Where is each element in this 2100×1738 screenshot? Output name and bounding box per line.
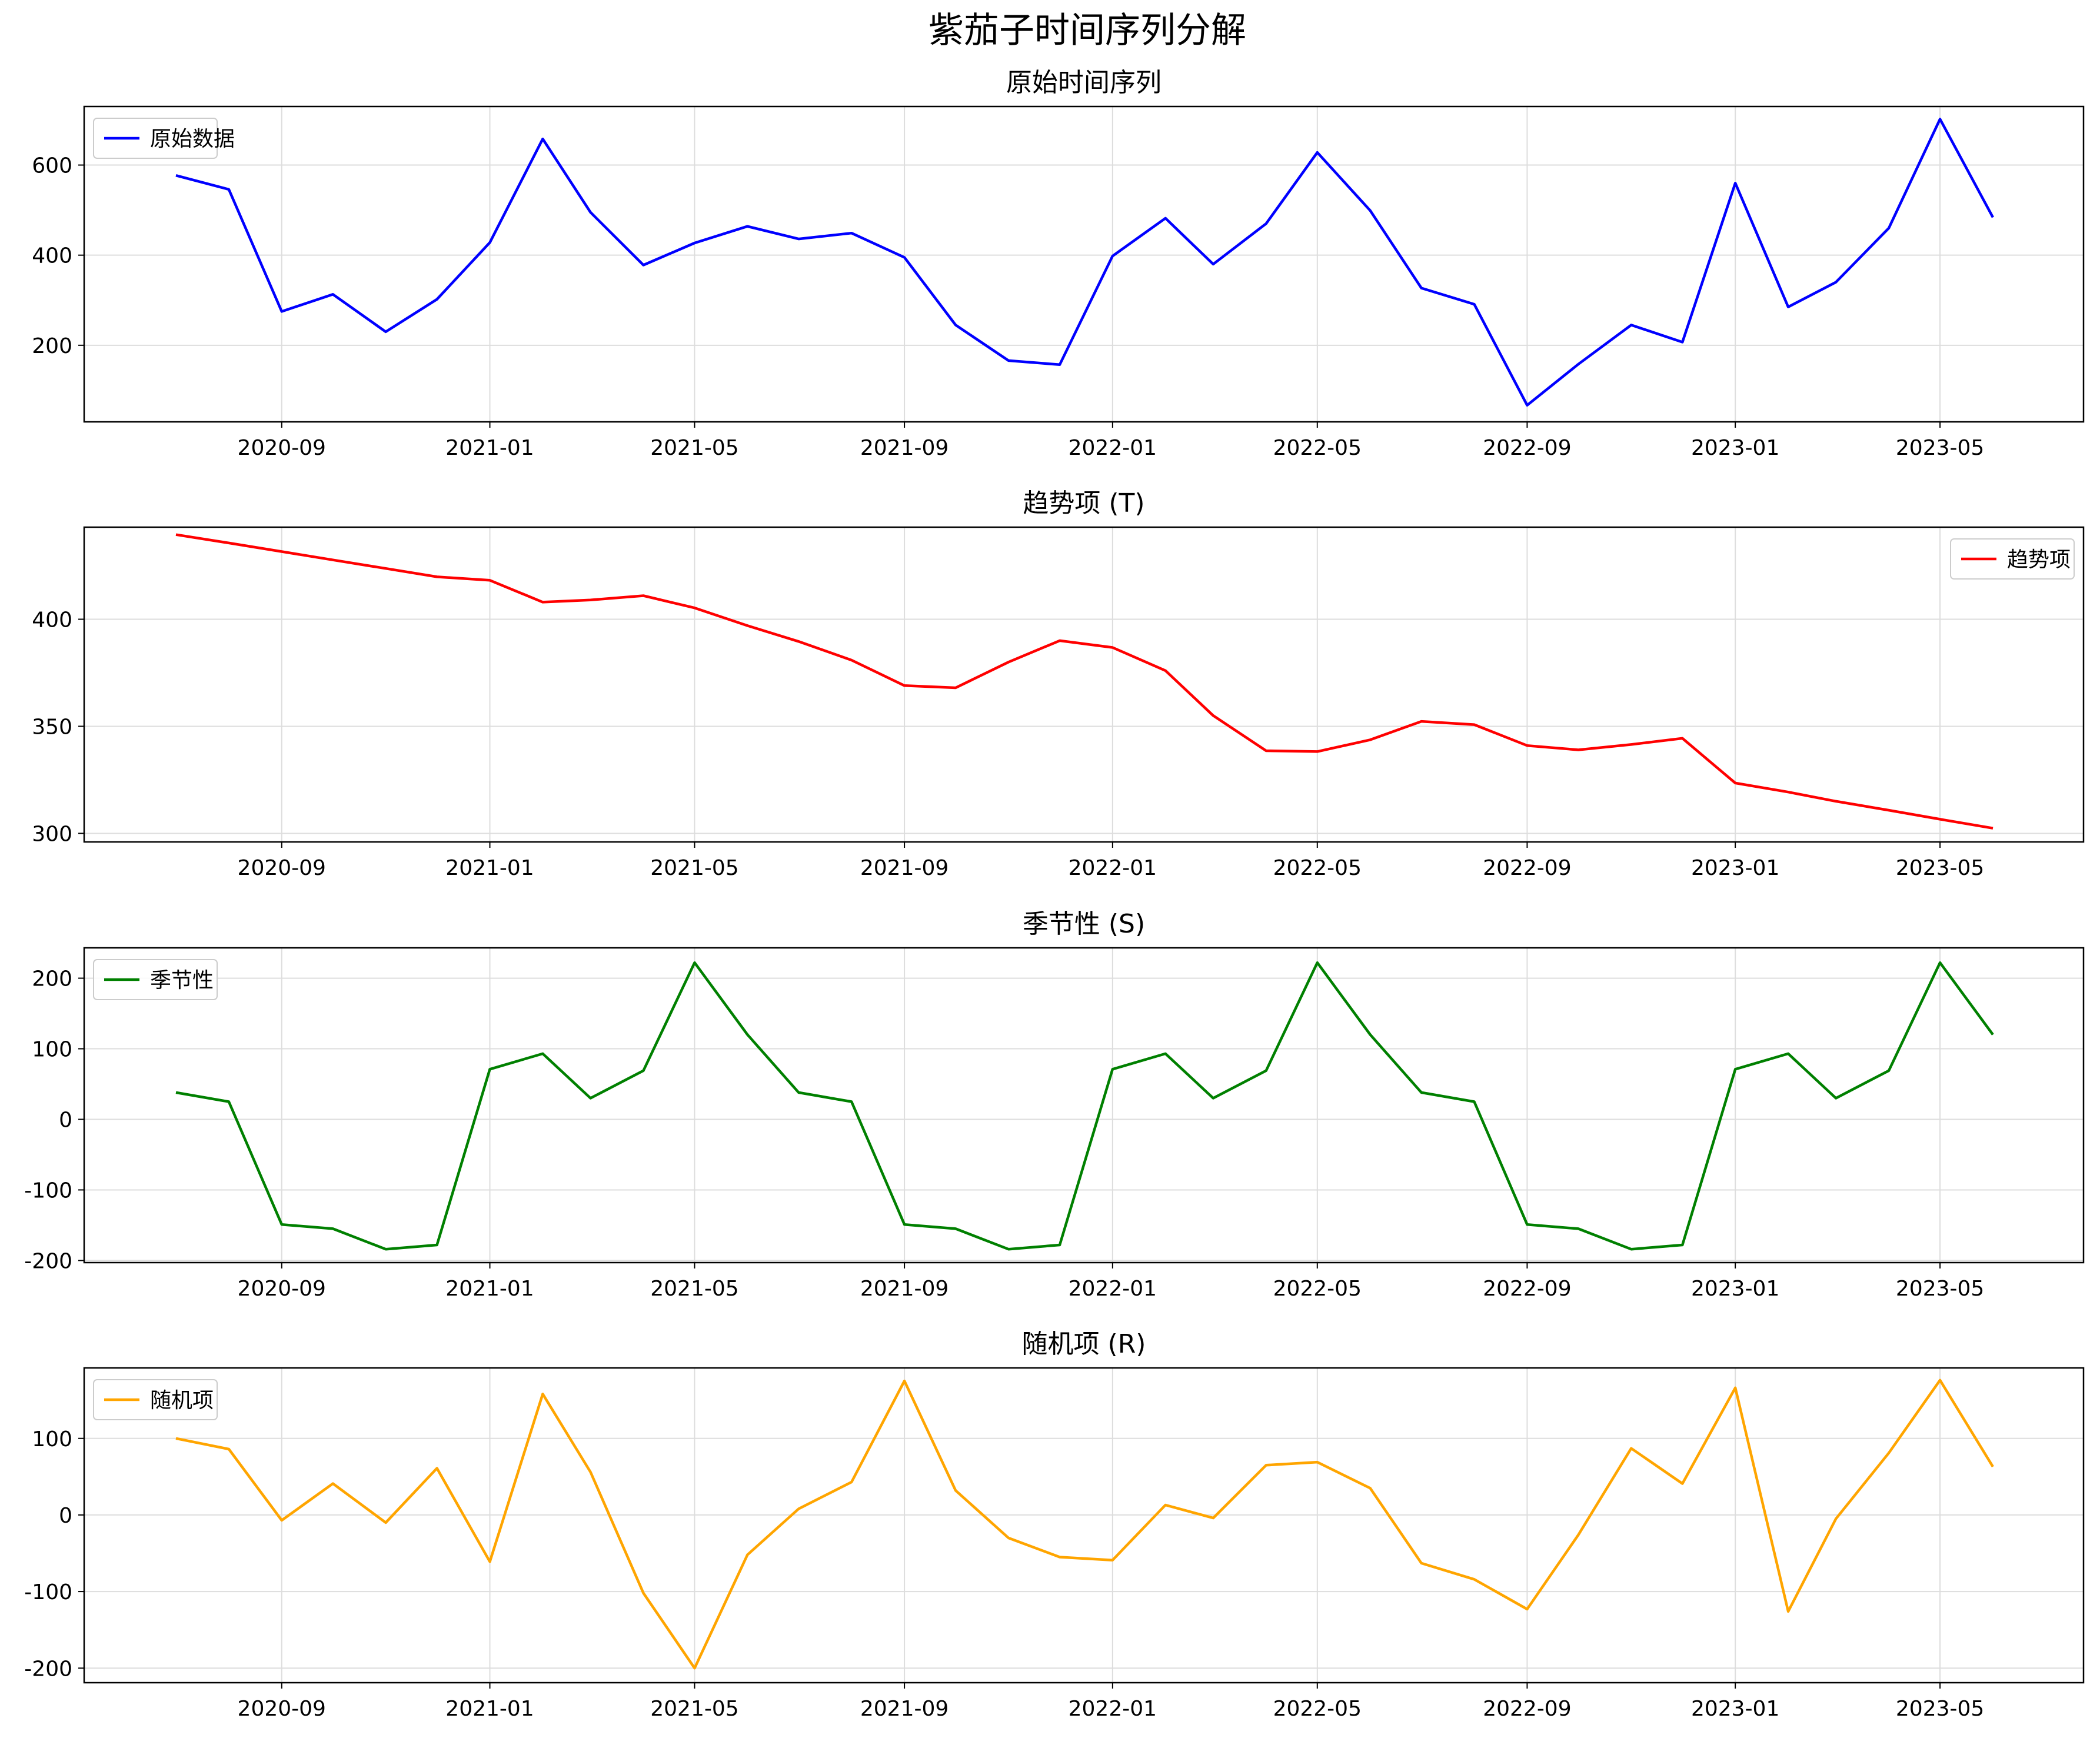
y-tick-label: -100: [24, 1580, 72, 1604]
axes-frame: [83, 1367, 2085, 1684]
x-tick-label: 2022-01: [1069, 1697, 1157, 1721]
y-tick-label: 200: [32, 334, 72, 358]
series-line: [175, 1379, 1994, 1670]
axes-frame: [83, 105, 2085, 423]
x-tick-label: 2021-01: [445, 1697, 534, 1721]
x-tick-label: 2023-05: [1896, 1277, 1984, 1301]
y-tick-label: 100: [32, 1427, 72, 1451]
y-tick-label: -100: [24, 1178, 72, 1203]
panel-4: 2020-09 2021-01 2021-05 2021-09 2022-01 2022-…: [24, 1329, 2085, 1721]
series-line: [175, 961, 1994, 1251]
x-tick-label: 2023-05: [1896, 1697, 1984, 1721]
axes-frame: [83, 526, 2085, 843]
legend-label: 随机项: [150, 1389, 214, 1413]
legend-label: 季节性: [150, 968, 214, 993]
x-tick-label: 2022-09: [1483, 1697, 1571, 1721]
legend-box: [93, 959, 218, 1000]
x-tick-label: 2021-09: [860, 856, 949, 880]
x-tick-label: 2020-09: [238, 1697, 326, 1721]
legend: 随机项: [93, 1379, 218, 1420]
x-tick-label: 2023-05: [1896, 436, 1984, 460]
panel-2: 2020-09 2021-01 2021-05 2021-09 2022-01 2022-…: [32, 488, 2085, 880]
legend-box: [93, 1379, 218, 1420]
panel-title: 趋势项 (T): [1023, 488, 1144, 518]
x-tick-label: 2023-01: [1691, 1277, 1779, 1301]
x-tick-label: 2022-09: [1483, 856, 1571, 880]
x-tick-label: 2022-01: [1069, 1277, 1157, 1301]
y-tick-label: 350: [32, 715, 72, 739]
legend: 原始数据: [93, 118, 235, 159]
y-tick-label: 600: [32, 154, 72, 178]
y-tick-label: 400: [32, 244, 72, 268]
y-tick-label: 400: [32, 608, 72, 632]
y-tick-label: 100: [32, 1038, 72, 1062]
panel-1: 2020-09 2021-01 2021-05 2021-09 2022-01 2022-…: [32, 68, 2085, 460]
panel-title: 原始时间序列: [1006, 68, 1162, 98]
figure-title: 紫茄子时间序列分解: [928, 10, 1246, 51]
x-tick-label: 2023-01: [1691, 1697, 1779, 1721]
legend-box: [93, 118, 218, 159]
legend-box: [1950, 538, 2075, 580]
x-tick-label: 2022-09: [1483, 1277, 1571, 1301]
x-tick-label: 2020-09: [238, 436, 326, 460]
x-tick-label: 2021-01: [445, 1277, 534, 1301]
y-tick-label: 300: [32, 822, 72, 846]
x-tick-label: 2022-05: [1273, 1697, 1362, 1721]
x-tick-label: 2020-09: [238, 1277, 326, 1301]
y-tick-label: 0: [59, 1504, 72, 1528]
legend: 趋势项: [1950, 538, 2075, 580]
x-tick-label: 2022-05: [1273, 436, 1362, 460]
x-tick-label: 2021-05: [650, 856, 738, 880]
y-tick-label: 200: [32, 967, 72, 991]
x-tick-label: 2022-09: [1483, 436, 1571, 460]
x-tick-label: 2023-01: [1691, 436, 1779, 460]
x-tick-label: 2021-09: [860, 436, 949, 460]
y-tick-label: -200: [24, 1657, 72, 1681]
x-tick-label: 2020-09: [238, 856, 326, 880]
legend: 季节性: [93, 959, 218, 1000]
axes-frame: [83, 947, 2085, 1264]
panel-3: 2020-09 2021-01 2021-05 2021-09 2022-01 2022-…: [24, 909, 2085, 1301]
y-tick-label: 0: [59, 1108, 72, 1132]
x-tick-label: 2022-01: [1069, 436, 1157, 460]
x-tick-label: 2023-01: [1691, 856, 1779, 880]
x-tick-label: 2022-01: [1069, 856, 1157, 880]
x-tick-label: 2023-05: [1896, 856, 1984, 880]
x-tick-label: 2021-05: [650, 1697, 738, 1721]
x-tick-label: 2021-05: [650, 1277, 738, 1301]
y-tick-label: -200: [24, 1249, 72, 1273]
panel-title: 季节性 (S): [1023, 909, 1145, 939]
x-tick-label: 2021-09: [860, 1697, 949, 1721]
x-tick-label: 2021-01: [445, 436, 534, 460]
x-tick-label: 2022-05: [1273, 856, 1362, 880]
x-tick-label: 2021-01: [445, 856, 534, 880]
x-tick-label: 2021-09: [860, 1277, 949, 1301]
legend-label: 原始数据: [150, 127, 235, 151]
panel-title: 随机项 (R): [1022, 1329, 1146, 1359]
x-tick-label: 2021-05: [650, 436, 738, 460]
series-line: [175, 533, 1993, 830]
x-tick-label: 2022-05: [1273, 1277, 1362, 1301]
series-line: [175, 118, 1994, 407]
legend-label: 趋势项: [2007, 548, 2071, 572]
